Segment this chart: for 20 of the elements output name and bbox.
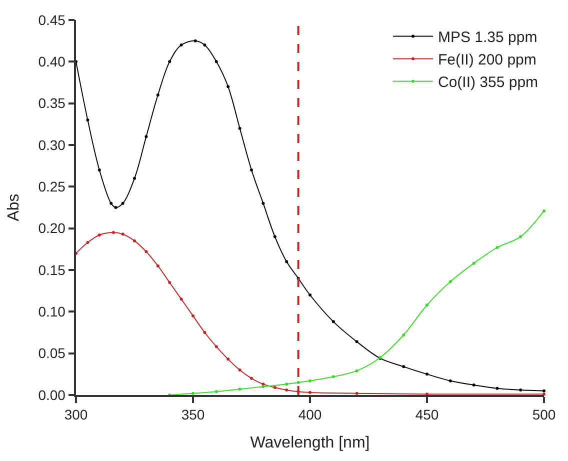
y-tick-label: 0.25: [38, 178, 66, 195]
y-tick-label: 0.15: [38, 262, 66, 278]
legend-label: Fe(II) 200 ppm: [438, 52, 536, 69]
x-tick-label: 300: [64, 406, 88, 423]
y-tick-label: 0.35: [38, 95, 66, 112]
legend-label: Co(II) 355 ppm: [438, 74, 538, 92]
x-tick-label: 400: [298, 406, 322, 423]
y-tick-label: 0.10: [38, 304, 66, 320]
x-tick-label: 500: [532, 406, 556, 423]
y-axis-title: Abs: [6, 194, 23, 222]
x-axis-title: Wavelength [nm]: [250, 434, 370, 452]
y-tick-label: 0.00: [38, 386, 66, 403]
y-tick-label: 0.30: [38, 136, 66, 153]
legend-label: MPS 1.35 ppm: [438, 29, 538, 46]
y-tick-label: 0.45: [38, 12, 66, 28]
x-tick-label: 350: [181, 406, 205, 423]
y-tick-label: 0.20: [38, 220, 66, 236]
x-tick-label: 450: [415, 406, 439, 423]
y-tick-label: 0.05: [38, 345, 66, 362]
y-tick-label: 0.40: [38, 54, 66, 70]
